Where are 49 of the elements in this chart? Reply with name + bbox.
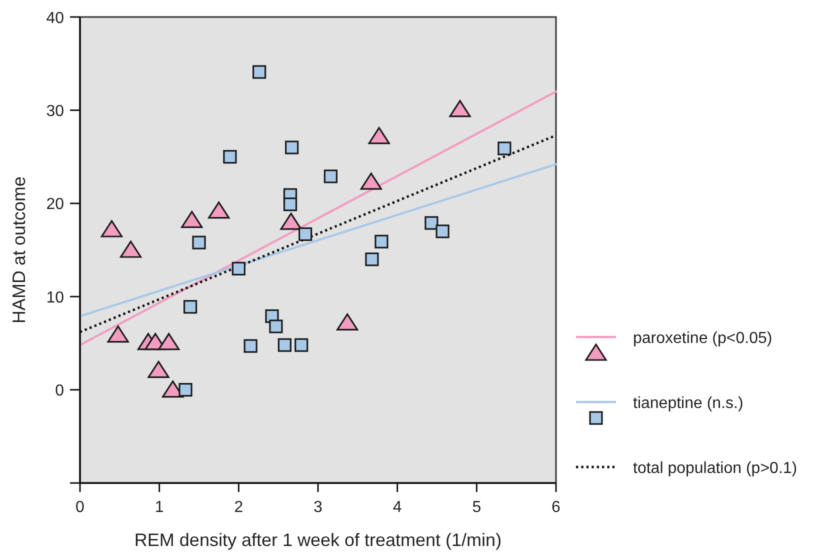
x-tick-label: 1 [154,499,164,516]
point [324,170,338,184]
y-tick-label: 40 [46,10,64,27]
point [158,332,180,350]
point [368,126,390,144]
point [283,198,298,212]
point [424,216,438,230]
x-tick-label: 0 [76,499,85,516]
point [298,227,312,241]
x-axis-title: REM density after 1 week of treatment (1/min) [134,530,502,550]
x-tick-label: 2 [234,499,244,516]
point [498,142,512,156]
point [120,240,142,258]
x-tick-label: 3 [314,499,323,516]
y-axis-title: HAMD at outcome [9,176,29,324]
point [269,320,283,334]
point [244,339,258,353]
point [232,262,246,276]
point [280,212,302,230]
point [436,224,450,238]
x-tick-label: 4 [392,499,402,516]
point [183,300,198,314]
point [100,220,123,238]
point [374,234,388,248]
point [162,380,184,398]
x-tick-label: 6 [552,499,561,516]
point [192,236,206,250]
point [294,338,308,352]
point [278,338,292,352]
point [208,202,230,219]
legend-label: total population (p>0.1) [633,460,798,477]
point [449,100,471,118]
point [365,252,379,266]
y-tick-label: 10 [46,289,64,306]
legend-label: paroxetine (p<0.05) [633,330,772,347]
y-tick-label: 20 [46,196,64,214]
y-tick-label: 30 [46,102,64,120]
point [107,326,129,343]
point [148,360,170,378]
y-tick-label: 0 [55,382,64,400]
point [178,383,192,397]
point [285,140,299,154]
legend-label: tianeptine (n.s.) [633,394,744,412]
point [181,210,203,228]
point [223,150,237,164]
x-tick-label: 5 [472,499,482,516]
point [336,313,358,330]
point [252,65,266,79]
point [360,172,382,190]
